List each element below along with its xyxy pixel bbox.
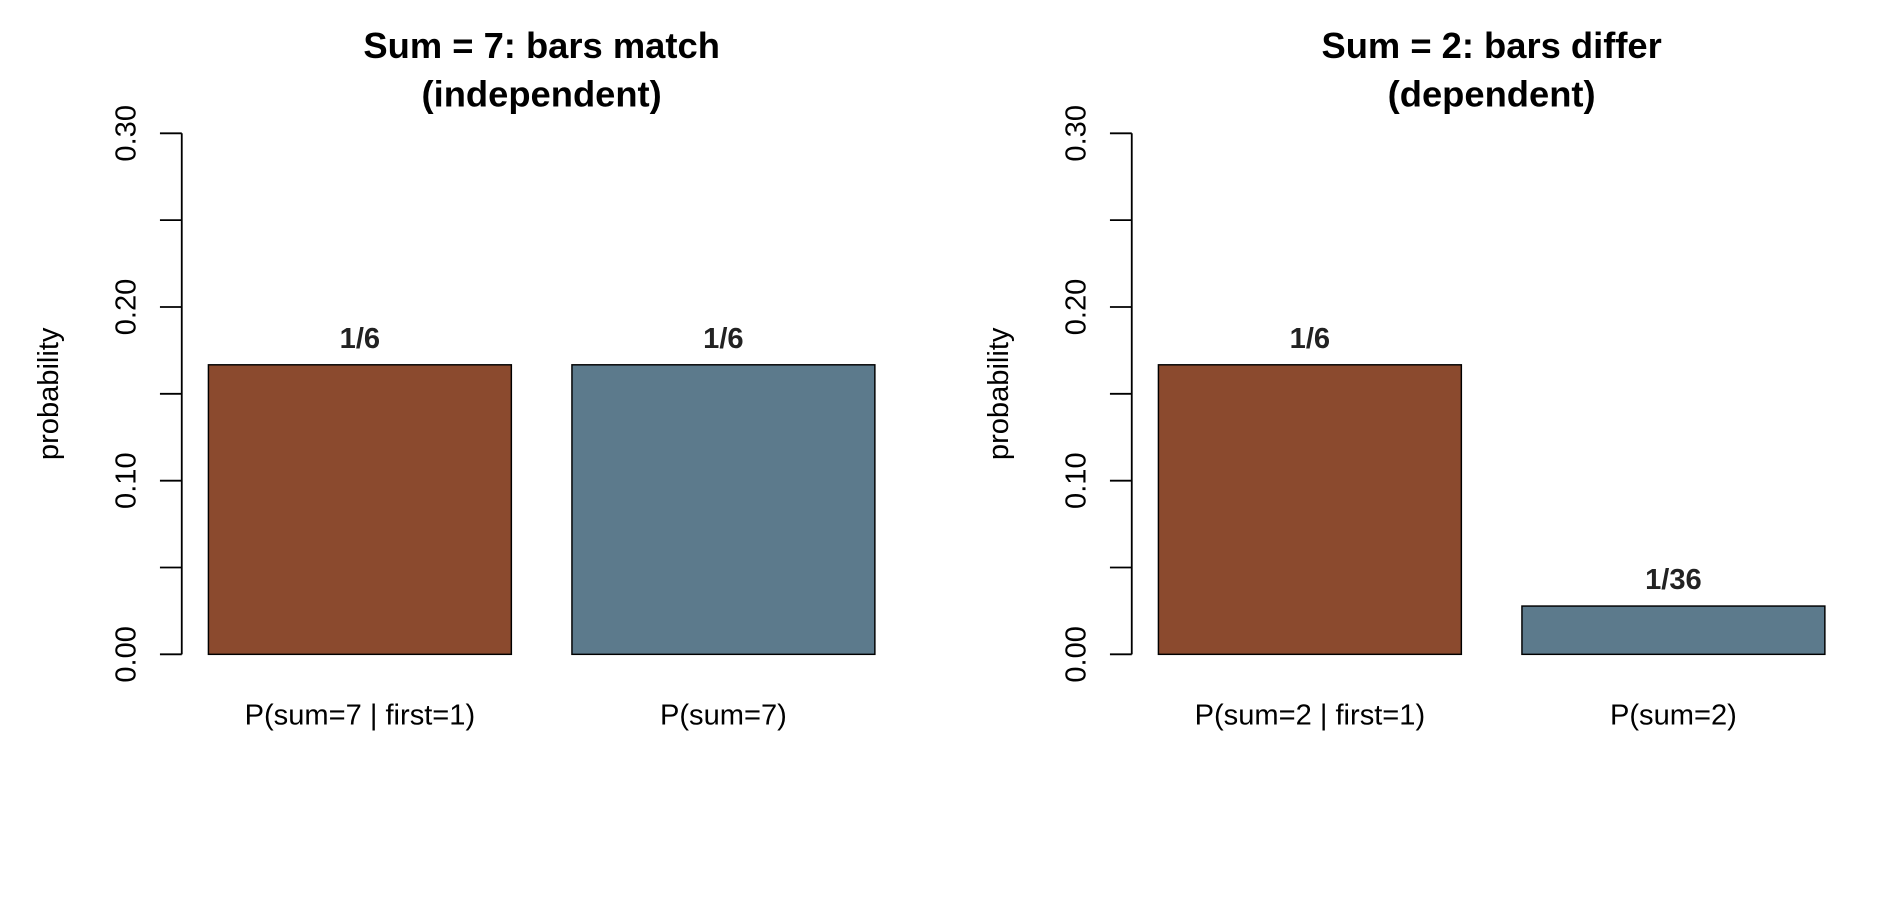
bar-data-label-1: 1/6 [340, 323, 380, 355]
y-tick-label: 0.30 [111, 105, 143, 162]
category-label-2: P(sum=2) [1610, 700, 1737, 732]
bar-2 [571, 364, 876, 656]
bar-1 [1157, 364, 1463, 656]
chart-title-line-1: Sum = 7: bars match [363, 25, 719, 66]
y-tick-label: 0.00 [111, 626, 143, 683]
y-tick-label: 0.20 [111, 279, 143, 336]
chart-title-line-2: (dependent) [1388, 74, 1596, 115]
category-label-1: P(sum=7 | first=1) [245, 700, 476, 732]
y-tick-label: 0.10 [1061, 452, 1093, 509]
bar-1 [207, 364, 513, 656]
bar-data-label-2: 1/6 [703, 323, 743, 355]
chart-title-line-2: (independent) [422, 74, 662, 115]
category-label-2: P(sum=7) [660, 700, 787, 732]
y-tick-label: 0.30 [1061, 105, 1093, 162]
bar-data-label-1: 1/6 [1290, 323, 1330, 355]
y-axis-label: probability [33, 327, 65, 460]
y-tick-label: 0.10 [111, 452, 143, 509]
bar-2 [1521, 605, 1826, 656]
category-label-1: P(sum=2 | first=1) [1195, 700, 1426, 732]
chart-panel-1: Sum = 7: bars match (independent) 0.00 0.10… [33, 25, 876, 732]
y-tick-label: 0.20 [1061, 279, 1093, 336]
chart-title-line-1: Sum = 2: bars differ [1321, 25, 1661, 66]
bar-data-label-2: 1/36 [1645, 564, 1702, 596]
y-axis-label: probability [983, 327, 1015, 460]
chart-panel-2: Sum = 2: bars differ (dependent) 0.00 0.10 0… [983, 25, 1826, 732]
y-tick-label: 0.00 [1061, 626, 1093, 683]
